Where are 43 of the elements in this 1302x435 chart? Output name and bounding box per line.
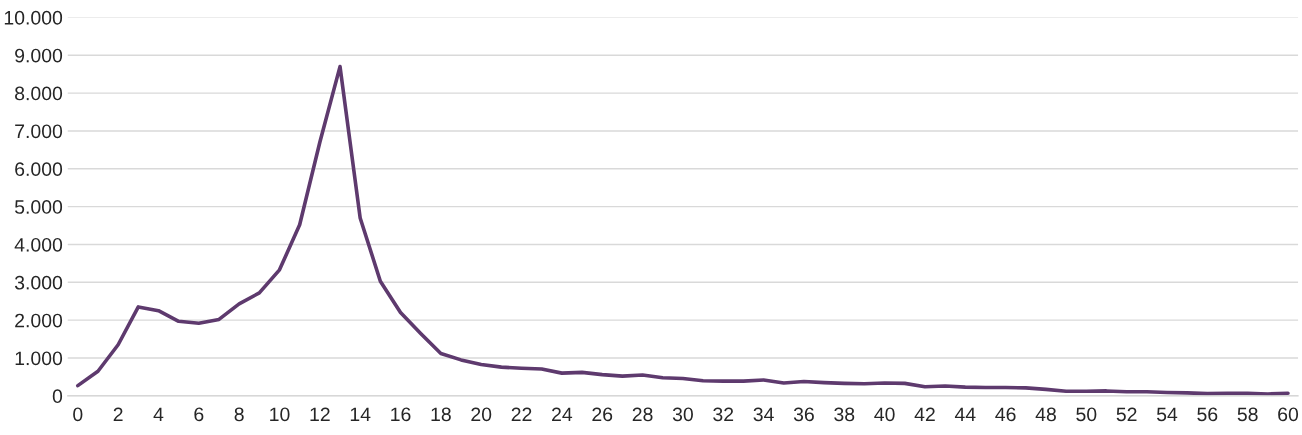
x-tick-label: 28 [632, 407, 653, 422]
x-tick-label: 12 [310, 407, 330, 422]
x-tick-label: 54 [1156, 407, 1178, 422]
y-tick-label: 3.000 [14, 275, 63, 290]
x-tick-label: 38 [834, 407, 855, 422]
x-tick-label: 46 [995, 407, 1016, 422]
x-tick-label: 34 [753, 407, 774, 422]
x-tick-label: 14 [350, 407, 371, 422]
x-tick-label: 42 [914, 407, 935, 422]
y-tick-label: 1.000 [15, 351, 63, 366]
x-tick-label: 18 [431, 407, 451, 422]
x-tick-label: 8 [234, 407, 244, 422]
y-tick-label: 7.000 [15, 124, 63, 139]
x-tick-label: 58 [1237, 407, 1258, 422]
x-tick-label: 22 [511, 407, 532, 422]
line-series [75, 64, 1290, 396]
x-tick-label: 44 [954, 407, 976, 422]
x-tick-label: 26 [592, 407, 613, 422]
y-tick-label: 8.000 [15, 86, 63, 101]
x-tick-label: 0 [73, 407, 83, 422]
x-tick-label: 48 [1035, 407, 1056, 422]
x-tick-label: 52 [1116, 407, 1137, 422]
x-tick-label: 40 [874, 407, 895, 422]
x-tick-label: 20 [471, 407, 492, 422]
x-tick-label: 24 [552, 407, 573, 422]
x-tick-label: 6 [194, 407, 204, 422]
y-tick-label: 2.000 [15, 313, 63, 328]
x-tick-label: 16 [391, 407, 411, 422]
y-tick-label: 9.000 [15, 48, 63, 63]
x-tick-label: 4 [153, 407, 164, 422]
x-tick-label: 56 [1197, 407, 1218, 422]
x-tick-label: 60 [1278, 407, 1299, 422]
x-tick-label: 10 [270, 407, 290, 422]
y-tick-label: 5.000 [14, 200, 63, 214]
y-tick-label: 10.000 [4, 10, 63, 25]
x-tick-label: 2 [113, 407, 123, 422]
x-tick-label: 36 [793, 407, 814, 422]
y-tick-label: 0 [52, 389, 63, 404]
x-tick-label: 30 [672, 407, 693, 422]
x-tick-label: 32 [713, 407, 734, 422]
y-tick-label: 6.000 [15, 162, 63, 177]
x-tick-label: 50 [1076, 407, 1097, 422]
y-tick-label: 4.000 [14, 237, 63, 252]
